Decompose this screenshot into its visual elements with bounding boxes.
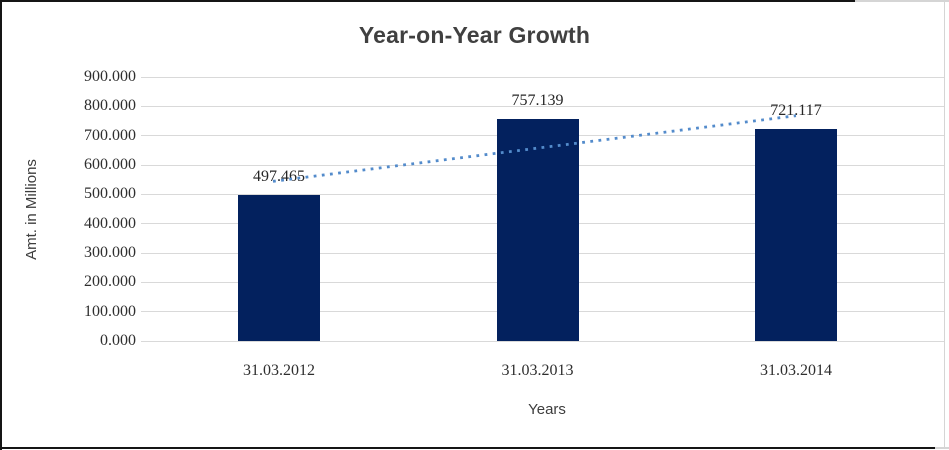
y-axis-tick-mark [141, 193, 150, 195]
bar-31.03.2012 [238, 195, 320, 341]
y-axis-tick-mark [141, 105, 150, 107]
data-label: 497.465 [253, 168, 305, 186]
y-axis-tick-mark [141, 223, 150, 225]
y-axis-tick-label: 600.000 [84, 156, 136, 173]
trendline [272, 114, 797, 183]
x-axis-label: 31.03.2014 [760, 362, 832, 379]
bar-31.03.2013 [496, 118, 579, 341]
y-axis-tick-mark [141, 252, 150, 254]
y-axis-tick-mark [141, 281, 150, 283]
data-label: 721.117 [770, 102, 822, 120]
y-axis-tick-mark [141, 164, 150, 166]
y-axis-tick-mark [141, 135, 150, 137]
y-axis-tick-label: 0.000 [100, 332, 136, 349]
border-left [0, 0, 2, 450]
y-axis-tick-label: 400.000 [84, 214, 136, 232]
border-top [0, 0, 949, 2]
y-axis-tick-label: 900.000 [84, 68, 136, 85]
y-axis-tick-label: 300.000 [84, 244, 136, 261]
data-label: 757.139 [511, 91, 564, 109]
gridline [150, 105, 944, 107]
x-axis-label: 31.03.2013 [501, 362, 574, 379]
chart-title: Year-on-Year Growth [358, 22, 591, 48]
border-bottom [0, 447, 949, 449]
y-axis-tick-mark [141, 76, 150, 78]
gridline [150, 340, 944, 342]
gridline [150, 76, 944, 78]
y-axis-tick-label: 500.000 [84, 185, 136, 203]
y-axis-tick-label: 800.000 [84, 97, 136, 115]
y-axis-tick-mark [141, 311, 150, 313]
plot-area: 497.465 757.139 721.117 [150, 76, 944, 342]
y-axis-tick-label: 100.000 [84, 302, 136, 320]
y-axis-tick-label: 700.000 [84, 126, 136, 144]
x-axis-label: 31.03.2012 [243, 362, 315, 379]
y-axis-tick-label: 200.000 [84, 273, 136, 291]
bar-31.03.2014 [755, 129, 837, 341]
x-axis-title: Years [528, 401, 566, 418]
chart-frame-right [944, 2, 945, 448]
y-axis-tick-mark [141, 340, 150, 342]
